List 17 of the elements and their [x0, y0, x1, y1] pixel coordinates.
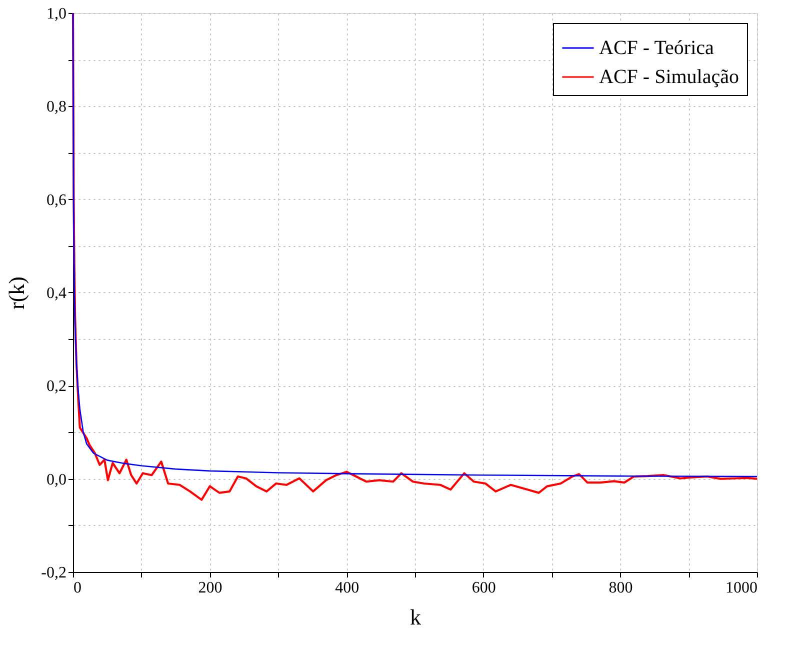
legend-label: ACF - Teórica: [599, 37, 714, 59]
y-tick-label: 0,2: [46, 378, 66, 396]
x-axis-title: k: [410, 604, 421, 630]
y-tick-label: 0,4: [46, 285, 66, 302]
y-axis-title: r(k): [4, 276, 30, 310]
x-tick-label: 800: [608, 580, 633, 596]
y-tick-label: 1,0: [46, 6, 66, 22]
x-tick-label: 600: [472, 580, 496, 596]
x-tick-label: 1000: [726, 580, 758, 596]
y-tick-label: 0,0: [46, 471, 66, 488]
x-tick-label: 0: [74, 580, 82, 596]
x-tick-label: 400: [335, 580, 360, 596]
y-tick-label: 0,8: [46, 98, 66, 116]
y-tick-label: 0,6: [46, 192, 66, 209]
x-tick-label: 200: [198, 580, 222, 596]
y-tick-label: -0,2: [41, 564, 66, 582]
legend-label: ACF - Simulação: [599, 66, 739, 88]
